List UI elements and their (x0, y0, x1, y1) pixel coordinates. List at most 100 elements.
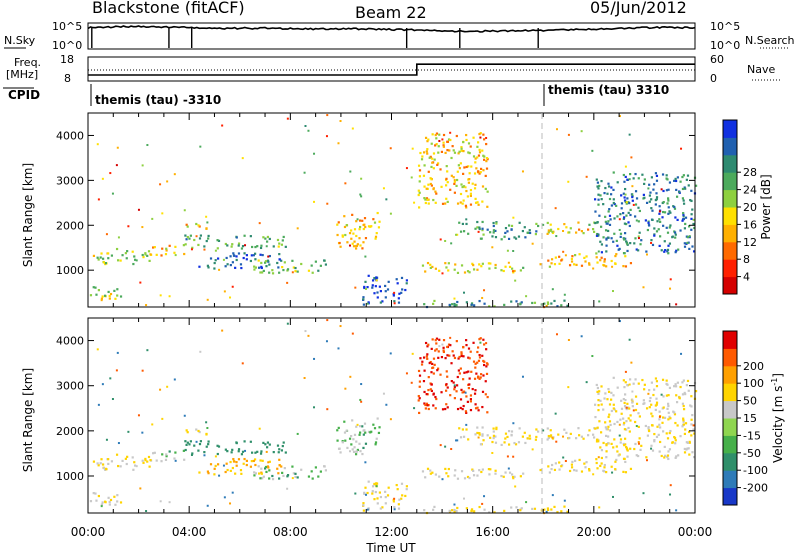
power-point (442, 145, 445, 148)
velocity-point (533, 507, 537, 510)
power-point (366, 286, 369, 289)
velocity-point (280, 449, 284, 452)
power-point (591, 228, 595, 231)
velocity-point (445, 389, 448, 392)
power-point (102, 261, 106, 264)
velocity-point (268, 477, 271, 480)
power-point (456, 202, 460, 205)
power-point (647, 220, 650, 223)
velocity-point (668, 448, 672, 451)
velocity-point (456, 375, 459, 379)
velocity-point (634, 420, 637, 424)
velocity-point (548, 471, 551, 474)
power-point (462, 172, 465, 175)
power-point (486, 228, 489, 231)
power-point (226, 263, 229, 266)
velocity-point (420, 363, 424, 366)
power-point (610, 204, 613, 207)
velocity-point (445, 472, 448, 475)
colorbar-tick-label: 20 (743, 201, 757, 214)
velocity-point (205, 433, 208, 436)
power-point (432, 187, 435, 190)
power-point (427, 170, 430, 173)
power-point (676, 218, 679, 222)
power-point (231, 243, 234, 246)
power-point (254, 258, 257, 261)
power-point (573, 263, 576, 266)
velocity-point (650, 381, 654, 384)
velocity-point (438, 475, 441, 478)
velocity-noise-point (512, 455, 515, 458)
velocity-point (673, 436, 677, 440)
velocity-point (95, 499, 98, 502)
power-noise-point (244, 244, 247, 247)
power-point (460, 183, 463, 186)
power-point (311, 271, 314, 274)
velocity-noise-point (105, 438, 108, 441)
power-point (107, 257, 110, 260)
velocity-point (623, 401, 626, 405)
power-point (229, 263, 232, 267)
power-point (346, 241, 349, 244)
power-noise-point (222, 258, 225, 261)
velocity-point (434, 407, 437, 410)
velocity-point (637, 412, 640, 415)
power-point (685, 178, 688, 181)
velocity-point (612, 446, 615, 449)
velocity-point (109, 498, 113, 502)
power-point (595, 252, 598, 255)
power-point (444, 262, 447, 265)
power-point (684, 216, 688, 219)
power-point (185, 238, 188, 241)
velocity-noise-point (360, 400, 363, 403)
velocity-point (615, 458, 618, 461)
power-point (560, 304, 563, 307)
power-noise-point (618, 115, 621, 118)
power-point (100, 252, 103, 255)
power-point (690, 228, 693, 231)
power-point (426, 198, 429, 201)
x-tick-label: 20:00 (577, 525, 612, 539)
velocity-point (492, 434, 496, 437)
velocity-noise-point (344, 387, 347, 390)
velocity-point (364, 486, 367, 489)
power-point (126, 250, 129, 253)
power-point (469, 203, 473, 206)
power-point (474, 227, 477, 230)
power-point (254, 266, 257, 269)
velocity-point (629, 467, 633, 470)
velocity-point (160, 460, 163, 463)
power-point (278, 258, 281, 261)
velocity-point (620, 407, 624, 410)
velocity-point (667, 450, 670, 453)
velocity-point (203, 451, 206, 454)
power-point (224, 242, 227, 246)
velocity-noise-point (389, 352, 392, 355)
power-point (454, 303, 457, 307)
power-point (645, 201, 649, 204)
power-point (491, 235, 494, 238)
velocity-point (378, 491, 381, 494)
power-point (634, 172, 637, 176)
velocity-point (455, 510, 458, 513)
velocity-point (608, 413, 611, 416)
power-point (280, 259, 283, 262)
velocity-point (681, 402, 685, 405)
nsearch-tick-bottom: 10^0 (710, 39, 740, 52)
power-point (485, 167, 489, 170)
velocity-noise-point (521, 375, 524, 378)
velocity-point (482, 338, 485, 341)
power-noise-point (410, 176, 413, 179)
power-point (599, 194, 602, 197)
nave-tick-bottom: 0 (710, 72, 717, 85)
power-noise-point (449, 131, 452, 134)
velocity-point (682, 417, 685, 420)
power-noise-point (229, 296, 232, 299)
velocity-point (682, 423, 686, 426)
power-point (678, 190, 681, 194)
power-point (378, 220, 381, 223)
velocity-point (504, 437, 507, 440)
velocity-point (397, 503, 400, 506)
power-point (612, 240, 615, 243)
power-point (392, 294, 395, 297)
